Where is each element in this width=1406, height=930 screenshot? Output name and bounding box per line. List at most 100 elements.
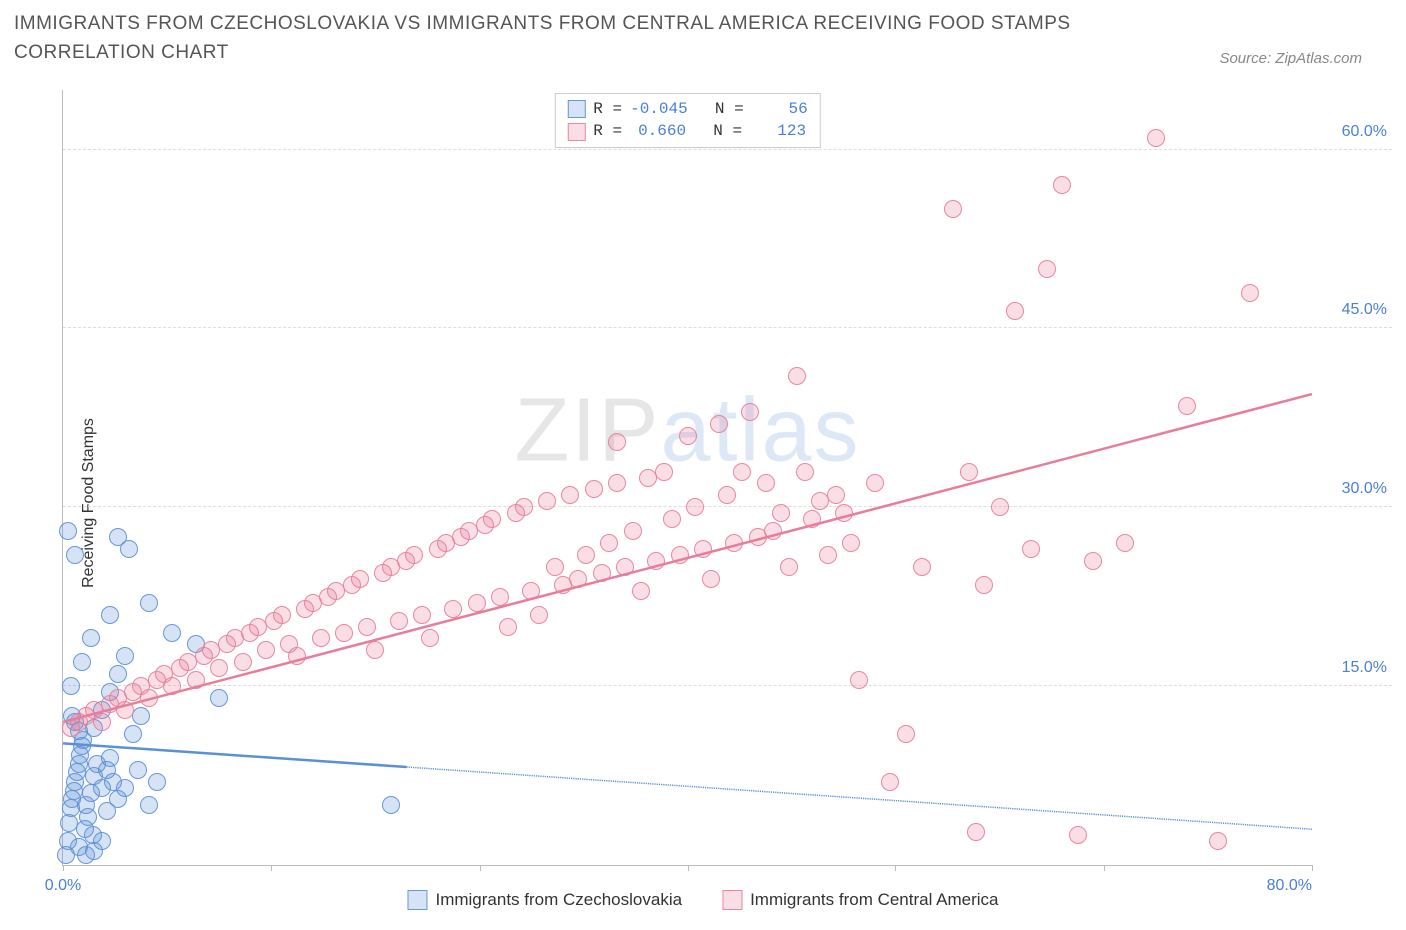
chart-container: Receiving Food Stamps ZIPatlas R =-0.045… [14,90,1392,916]
scatter-point [444,600,462,618]
scatter-point [335,624,353,642]
scatter-point [827,486,845,504]
scatter-point [1209,832,1227,850]
scatter-point [62,677,80,695]
scatter-point [124,725,142,743]
scatter-point [59,522,77,540]
scatter-point [764,522,782,540]
scatter-point [710,415,728,433]
scatter-point [413,606,431,624]
scatter-point [66,546,84,564]
scatter-point [82,629,100,647]
source-label: Source: ZipAtlas.com [1219,50,1362,67]
legend-stats-row: R =-0.045 N =56 [567,98,807,120]
scatter-point [991,498,1009,516]
scatter-point [351,570,369,588]
y-tick-label: 30.0% [1317,480,1387,498]
scatter-point [1038,260,1056,278]
scatter-point [725,534,743,552]
bottom-legend-item: Immigrants from Czechoslovakia [407,890,682,910]
y-tick-label: 45.0% [1317,301,1387,319]
scatter-point [593,564,611,582]
scatter-point [273,606,291,624]
bottom-legend-label: Immigrants from Czechoslovakia [435,890,682,910]
scatter-point [608,474,626,492]
legend-swatch [567,123,585,141]
legend-swatch [407,890,427,910]
chart-title: IMMIGRANTS FROM CZECHOSLOVAKIA VS IMMIGR… [14,10,1114,67]
scatter-point [116,701,134,719]
scatter-point [1006,302,1024,320]
scatter-point [546,558,564,576]
scatter-point [569,570,587,588]
bottom-legend-label: Immigrants from Central America [750,890,998,910]
scatter-point [624,522,642,540]
scatter-point [561,486,579,504]
legend-n-label: N = [696,98,744,120]
scatter-point [780,558,798,576]
scatter-point [79,808,97,826]
scatter-point [757,474,775,492]
scatter-point [679,427,697,445]
scatter-point [1241,284,1259,302]
scatter-point [491,588,509,606]
scatter-point [468,594,486,612]
scatter-point [897,725,915,743]
scatter-point [686,498,704,516]
x-tick [895,865,896,871]
scatter-point [1022,540,1040,558]
scatter-point [382,796,400,814]
legend-swatch [567,100,585,118]
scatter-point [1053,176,1071,194]
scatter-point [796,463,814,481]
legend-r-value: 0.660 [630,120,686,142]
scatter-point [515,498,533,516]
scatter-point [210,689,228,707]
scatter-point [366,641,384,659]
scatter-point [116,779,134,797]
scatter-point [1147,129,1165,147]
x-tick-label: 80.0% [1267,877,1312,895]
scatter-point [960,463,978,481]
legend-swatch [722,890,742,910]
x-tick [1104,865,1105,871]
x-tick [63,865,64,871]
scatter-point [405,546,423,564]
scatter-point [499,618,517,636]
scatter-point [944,200,962,218]
scatter-point [702,570,720,588]
scatter-point [881,773,899,791]
scatter-point [967,823,985,841]
scatter-point [140,796,158,814]
scatter-point [257,641,275,659]
scatter-point [835,504,853,522]
scatter-point [140,689,158,707]
scatter-point [647,552,665,570]
legend-n-value: 123 [750,120,806,142]
scatter-point [390,612,408,630]
x-tick-label: 0.0% [45,877,81,895]
legend-r-value: -0.045 [630,98,688,120]
bottom-legend: Immigrants from Czechoslovakia Immigrants… [407,890,998,910]
scatter-point [718,486,736,504]
legend-r-label: R = [593,120,622,142]
scatter-point [101,606,119,624]
scatter-point [358,618,376,636]
scatter-point [616,558,634,576]
gridline-h [63,149,1392,150]
scatter-point [312,629,330,647]
scatter-point [1116,534,1134,552]
scatter-point [819,546,837,564]
scatter-point [129,761,147,779]
scatter-point [109,665,127,683]
scatter-point [663,510,681,528]
scatter-point [585,480,603,498]
scatter-point [210,659,228,677]
scatter-point [101,749,119,767]
scatter-point [608,433,626,451]
scatter-point [483,510,501,528]
y-tick-label: 60.0% [1317,123,1387,141]
scatter-point [975,576,993,594]
scatter-point [530,606,548,624]
scatter-point [93,713,111,731]
